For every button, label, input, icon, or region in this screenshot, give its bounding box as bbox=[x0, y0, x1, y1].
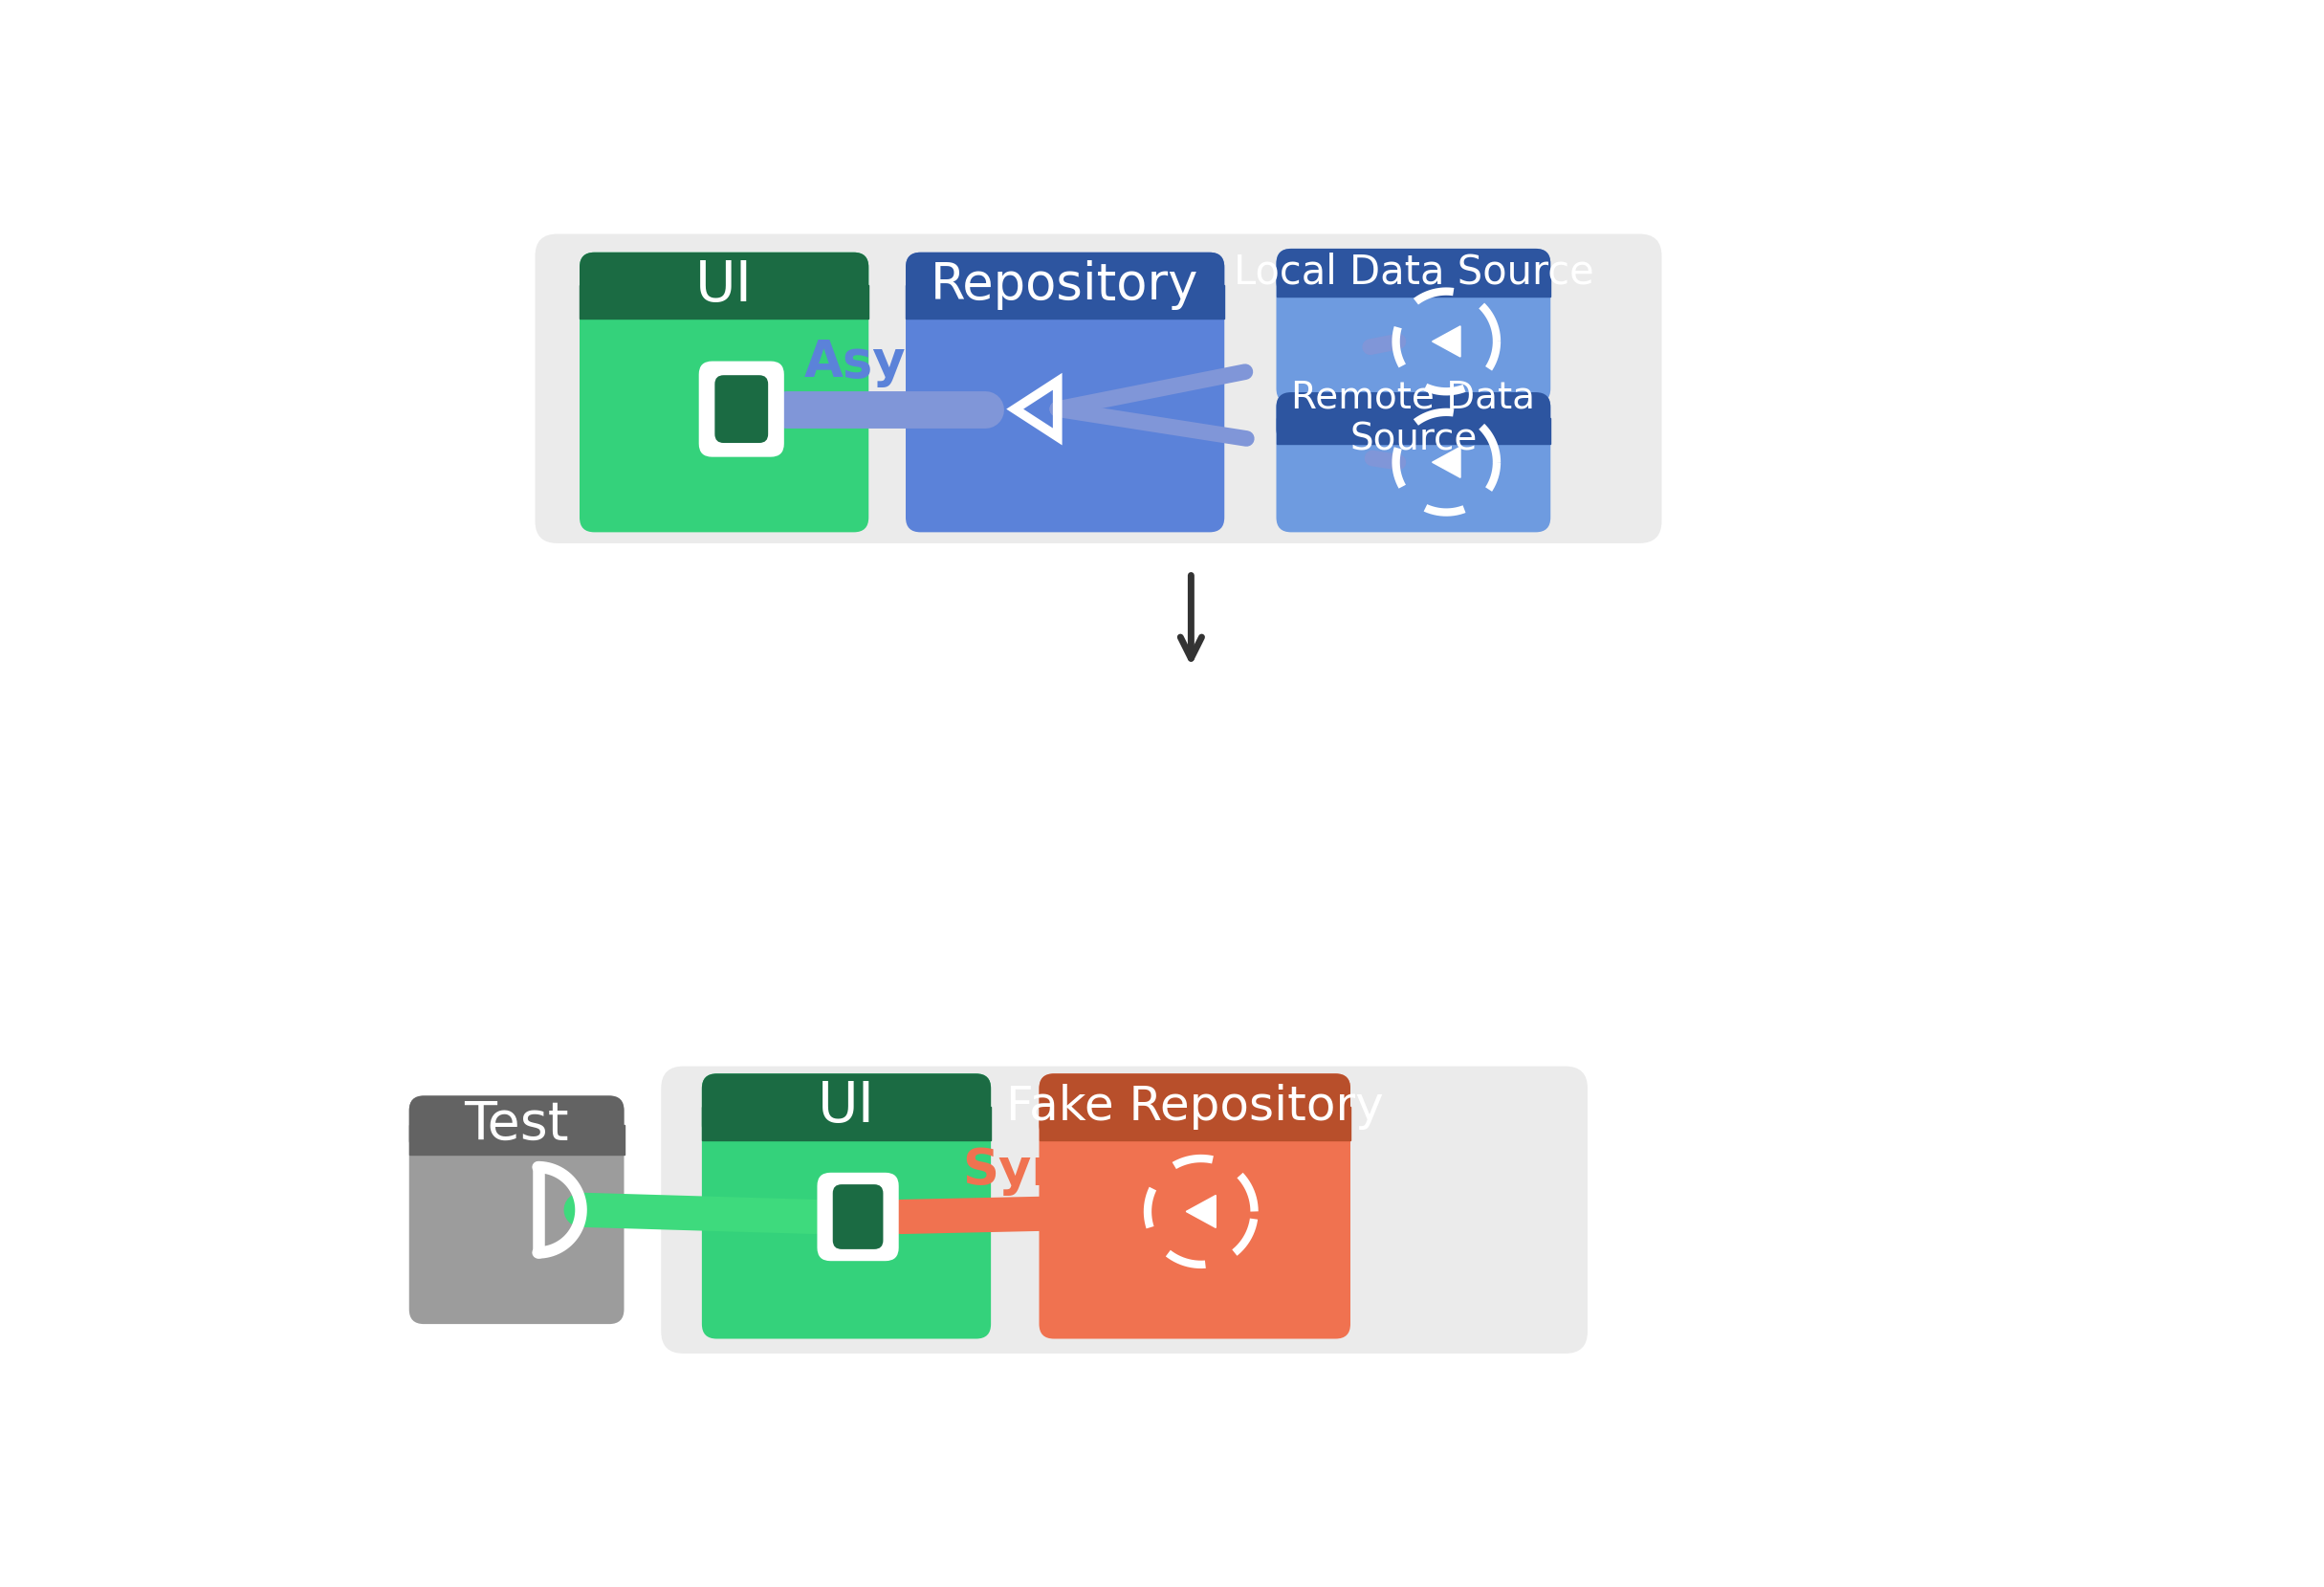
FancyBboxPatch shape bbox=[1276, 392, 1550, 444]
FancyBboxPatch shape bbox=[906, 252, 1225, 319]
FancyBboxPatch shape bbox=[832, 1184, 883, 1249]
FancyBboxPatch shape bbox=[535, 233, 1662, 543]
FancyBboxPatch shape bbox=[1276, 249, 1550, 297]
FancyBboxPatch shape bbox=[1276, 249, 1550, 403]
FancyBboxPatch shape bbox=[660, 1066, 1587, 1354]
FancyBboxPatch shape bbox=[1039, 1073, 1350, 1339]
FancyBboxPatch shape bbox=[409, 1095, 625, 1155]
Text: Local Data Source: Local Data Source bbox=[1234, 252, 1594, 292]
Text: Test: Test bbox=[465, 1100, 569, 1151]
Polygon shape bbox=[1432, 325, 1459, 357]
Bar bbox=[409, 1125, 625, 1155]
Text: Sync: Sync bbox=[962, 1146, 1097, 1197]
Polygon shape bbox=[1185, 1195, 1215, 1228]
FancyBboxPatch shape bbox=[818, 1173, 899, 1262]
FancyBboxPatch shape bbox=[702, 1073, 990, 1339]
Bar bbox=[702, 1106, 990, 1139]
FancyBboxPatch shape bbox=[716, 375, 769, 443]
Text: Remote Data
Source: Remote Data Source bbox=[1292, 379, 1536, 457]
FancyBboxPatch shape bbox=[906, 252, 1225, 532]
Bar bbox=[579, 286, 869, 319]
Text: Fake Repository: Fake Repository bbox=[1006, 1084, 1383, 1130]
Text: UI: UI bbox=[695, 259, 753, 313]
Text: UI: UI bbox=[818, 1079, 876, 1135]
FancyBboxPatch shape bbox=[1276, 392, 1550, 532]
Bar bbox=[1276, 273, 1550, 297]
FancyBboxPatch shape bbox=[409, 1095, 625, 1324]
FancyBboxPatch shape bbox=[702, 1073, 990, 1139]
Bar bbox=[906, 286, 1225, 319]
FancyBboxPatch shape bbox=[1039, 1073, 1350, 1139]
FancyBboxPatch shape bbox=[579, 252, 869, 532]
Bar bbox=[1276, 417, 1550, 444]
Text: Repository: Repository bbox=[932, 260, 1199, 311]
FancyBboxPatch shape bbox=[579, 252, 869, 319]
Bar bbox=[1039, 1106, 1350, 1139]
Polygon shape bbox=[1432, 448, 1459, 478]
FancyBboxPatch shape bbox=[700, 362, 783, 457]
Text: Async: Async bbox=[804, 336, 971, 387]
